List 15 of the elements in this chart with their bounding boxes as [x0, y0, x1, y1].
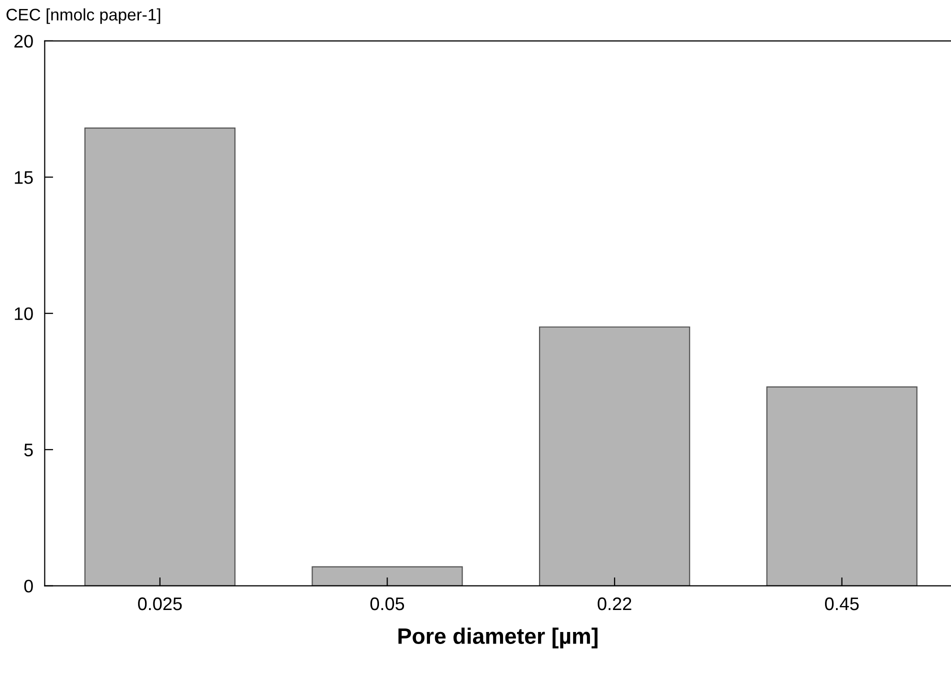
y-tick-label: 20 [14, 34, 33, 48]
x-tick-label: 0.45 [825, 597, 859, 610]
bar [312, 566, 463, 586]
bar [766, 386, 918, 586]
y-axis-title: CEC [nmolc paper-1] [6, 8, 160, 24]
bar [539, 326, 690, 586]
x-tick-label: 0.22 [598, 597, 632, 610]
y-tick-label: 15 [14, 171, 33, 184]
y-tick-label: 5 [24, 444, 33, 456]
y-tick-label: 0 [24, 580, 33, 593]
bar [84, 128, 236, 586]
x-tick-label: 0.05 [370, 597, 404, 610]
x-axis-title: Pore diameter [µm] [398, 628, 598, 648]
x-tick-label: 0.025 [138, 597, 182, 610]
y-tick-label: 10 [14, 307, 33, 320]
